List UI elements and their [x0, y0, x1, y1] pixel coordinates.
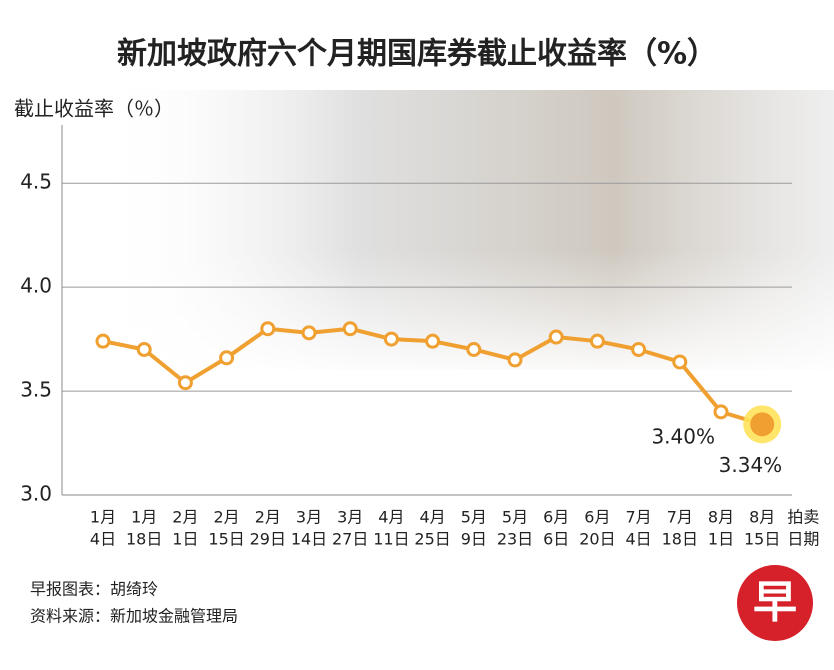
x-tick-label: 6日: [543, 530, 569, 549]
marker: [548, 329, 564, 345]
x-tick-label: 15日: [208, 530, 244, 549]
data-label: 3.34%: [719, 453, 783, 477]
y-tick-label: 3.5: [20, 378, 52, 402]
marker: [507, 352, 523, 368]
x-tick-label: 1日: [708, 530, 734, 549]
marker: [383, 331, 399, 347]
marker: [713, 404, 729, 420]
x-tick-label: 23日: [497, 530, 533, 549]
x-tick-label: 5月: [502, 508, 528, 527]
marker: [177, 375, 193, 391]
x-tick-label: 2月: [255, 508, 281, 527]
marker: [631, 341, 647, 357]
x-tick-label: 7月: [626, 508, 652, 527]
credit: 早报图表：胡绮玲: [30, 580, 158, 599]
y-tick-label: 4.5: [20, 170, 52, 194]
x-tick-label: 27日: [332, 530, 368, 549]
x-tick-label: 20日: [579, 530, 615, 549]
marker: [672, 354, 688, 370]
x-tick-label: 3月: [337, 508, 363, 527]
marker: [260, 321, 276, 337]
x-tick-label: 7月: [667, 508, 693, 527]
marker: [425, 333, 441, 349]
x-tick-label: 4月: [378, 508, 404, 527]
x-tick-label: 2月: [172, 508, 198, 527]
background-fade: [100, 250, 834, 380]
x-tick-label: 1日: [172, 530, 198, 549]
y-tick-label: 3.0: [20, 482, 52, 506]
logo: 早: [753, 577, 797, 628]
marker: [95, 333, 111, 349]
marker: [750, 412, 775, 437]
chart-title: 新加坡政府六个月期国库券截止收益率（%）: [117, 37, 717, 72]
x-tick-label: 8月: [749, 508, 775, 527]
x-tick-label: 25日: [414, 530, 450, 549]
marker: [466, 341, 482, 357]
x-tick-label: 15日: [744, 530, 780, 549]
marker: [219, 350, 235, 366]
x-tick-label: 5月: [461, 508, 487, 527]
x-tick-label: 11日: [373, 530, 409, 549]
x-tick-label: 29日: [250, 530, 286, 549]
x-tick-label: 18日: [126, 530, 162, 549]
marker: [589, 333, 605, 349]
marker: [342, 321, 358, 337]
x-tick-label: 1月: [131, 508, 157, 527]
x-tick-label: 18日: [662, 530, 698, 549]
x-axis-label: 拍卖: [787, 508, 819, 527]
x-tick-label: 4月: [420, 508, 446, 527]
x-tick-label: 3月: [296, 508, 322, 527]
source: 资料来源：新加坡金融管理局: [30, 607, 238, 626]
x-axis-label: 日期: [787, 530, 819, 549]
x-tick-label: 6月: [584, 508, 610, 527]
y-axis-label: 截止收益率（％）: [14, 97, 174, 121]
x-tick-label: 2月: [214, 508, 240, 527]
y-tick-label: 4.0: [20, 274, 52, 298]
marker: [301, 325, 317, 341]
x-tick-label: 9日: [461, 530, 487, 549]
x-tick-label: 1月: [90, 508, 116, 527]
x-tick-label: 8月: [708, 508, 734, 527]
logo-circle: [737, 565, 813, 641]
marker: [136, 341, 152, 357]
x-tick-label: 14日: [291, 530, 327, 549]
x-tick-label: 6月: [543, 508, 569, 527]
data-label: 3.40%: [651, 424, 715, 448]
x-tick-label: 4日: [626, 530, 652, 549]
x-tick-label: 4日: [90, 530, 116, 549]
